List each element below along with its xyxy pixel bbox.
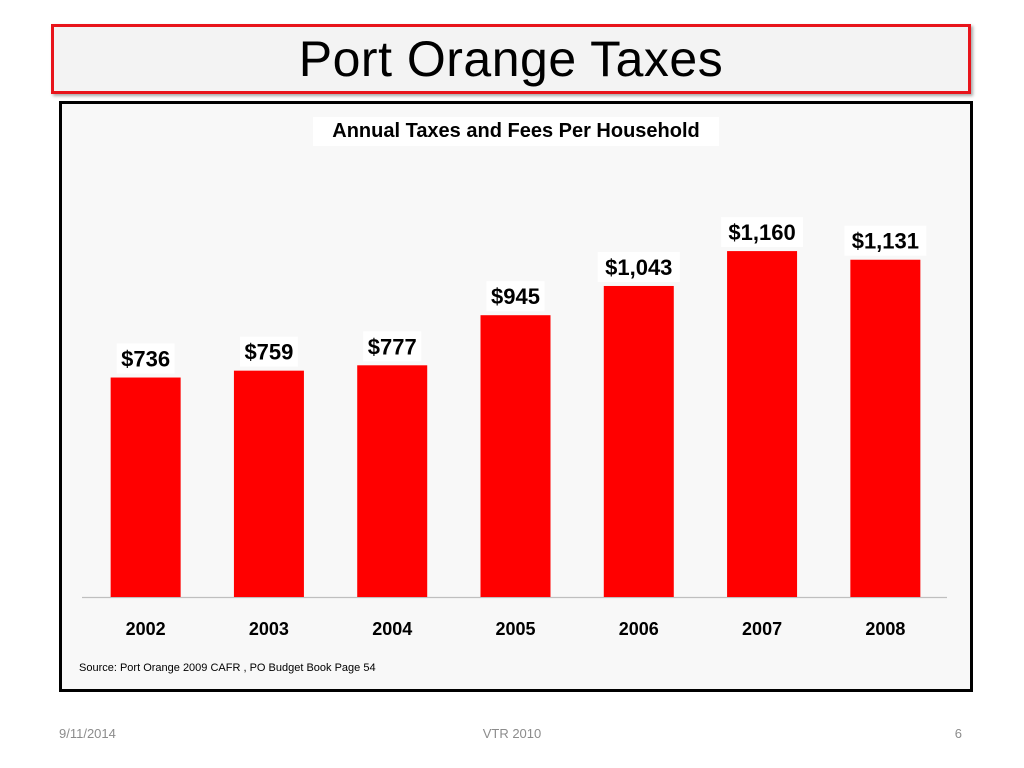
- x-tick-label-2007: 2007: [742, 619, 782, 639]
- bar-chart: Annual Taxes and Fees Per Household $736 2…: [82, 117, 947, 639]
- x-tick-label-2004: 2004: [372, 619, 412, 639]
- data-label-background: [597, 251, 680, 282]
- data-label-background: [116, 343, 175, 374]
- x-tick-label-2008: 2008: [865, 619, 905, 639]
- bar-2007: [727, 251, 798, 597]
- bar-2006: [603, 285, 674, 597]
- data-label-background: [721, 217, 804, 248]
- bar-2004: [357, 365, 428, 597]
- bar-2002: [110, 377, 181, 597]
- data-label-2002: $736: [121, 347, 170, 372]
- data-label-background: [486, 281, 545, 312]
- data-label-background: [363, 331, 422, 362]
- x-tick-label-2006: 2006: [619, 619, 659, 639]
- chart-title: Annual Taxes and Fees Per Household: [332, 120, 700, 142]
- bar-2003: [233, 370, 304, 597]
- data-label-2006: $1,043: [605, 255, 672, 280]
- data-label-2003: $759: [244, 340, 293, 365]
- footer-center-text: VTR 2010: [482, 726, 542, 741]
- data-label-2008: $1,131: [852, 229, 919, 254]
- footer-date: 9/11/2014: [59, 726, 116, 741]
- chart-frame: Annual Taxes and Fees Per Household $736 2…: [59, 101, 973, 692]
- data-label-2007: $1,160: [728, 220, 795, 245]
- bar-2005: [480, 315, 551, 597]
- data-label-2004: $777: [368, 334, 417, 359]
- chart-source-note: Source: Port Orange 2009 CAFR , PO Budge…: [79, 662, 376, 674]
- chart-title-background: [313, 117, 719, 146]
- x-tick-label-2002: 2002: [126, 619, 166, 639]
- x-tick-label-2005: 2005: [495, 619, 535, 639]
- data-label-2005: $945: [491, 284, 540, 309]
- bar-2008: [850, 259, 921, 597]
- page-number: 6: [954, 726, 962, 741]
- slide-title-box: Port Orange Taxes: [51, 24, 971, 94]
- slide-title: Port Orange Taxes: [298, 31, 724, 87]
- data-label-background: [844, 225, 927, 256]
- data-label-background: [239, 336, 298, 367]
- x-tick-label-2003: 2003: [249, 619, 289, 639]
